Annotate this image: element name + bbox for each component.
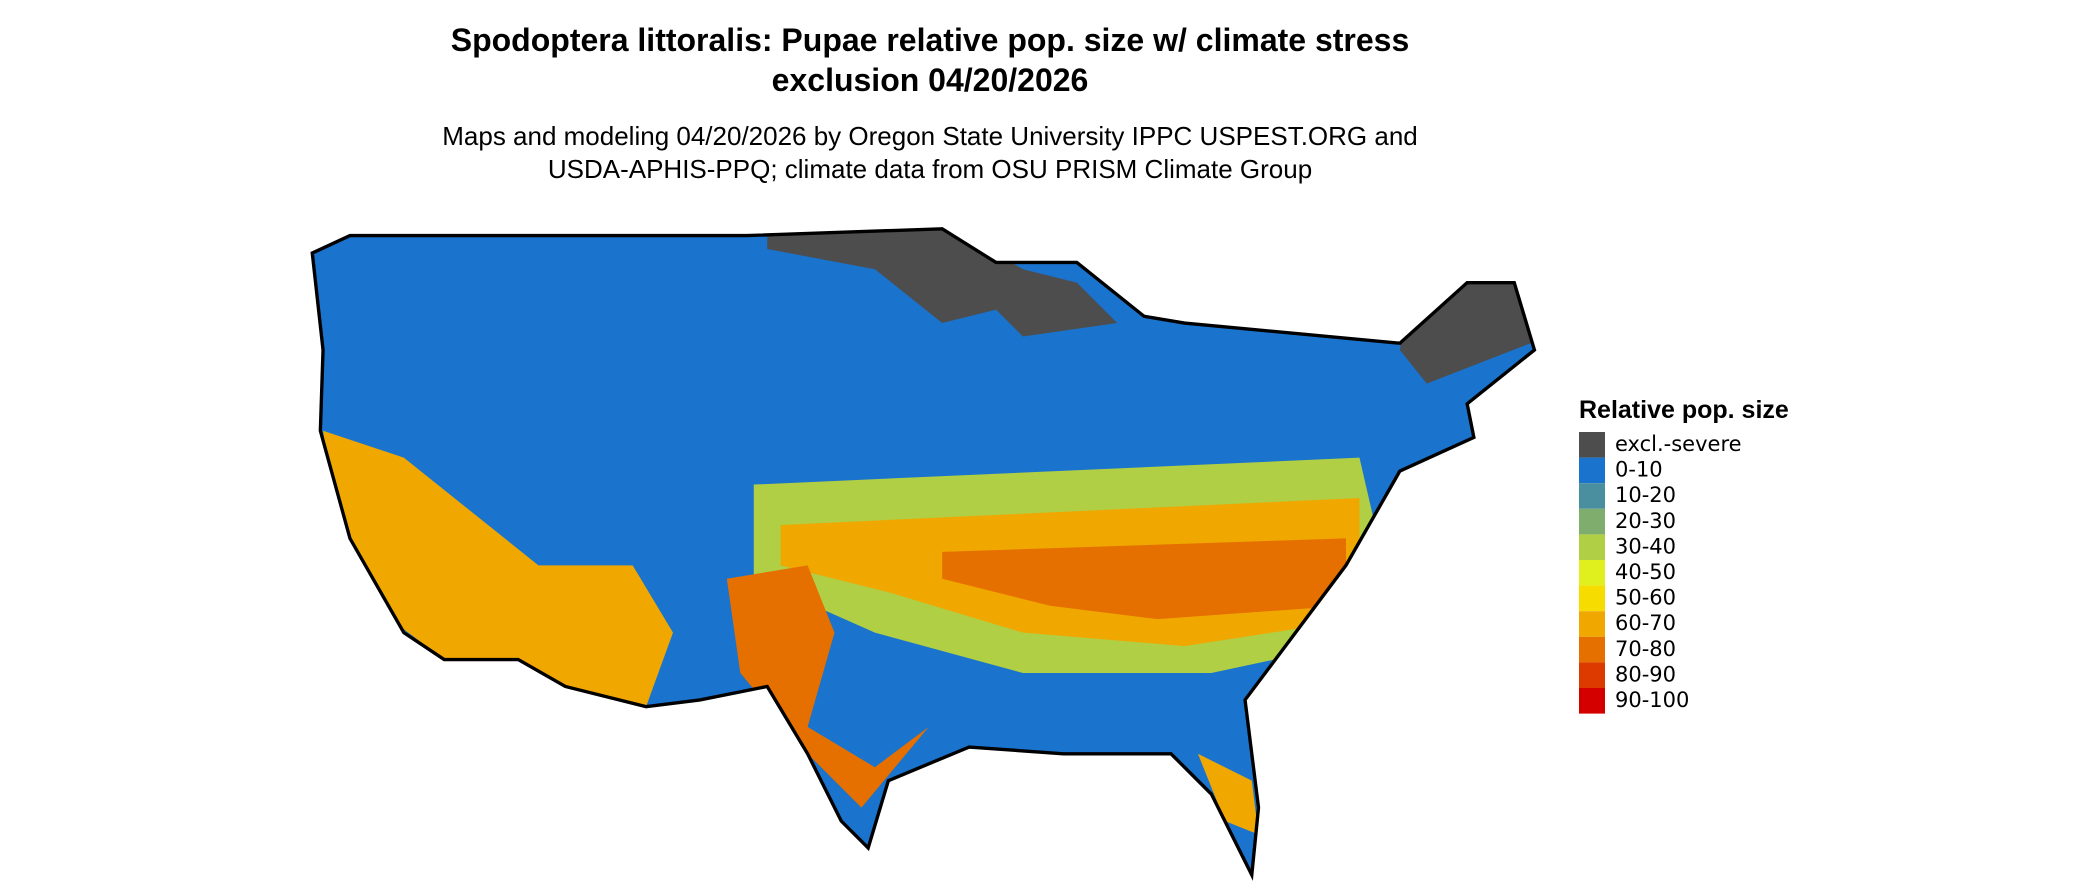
legend-label: 40-50 — [1615, 560, 1676, 584]
legend-swatch — [1579, 483, 1605, 509]
legend-label: 30-40 — [1615, 534, 1676, 558]
region — [323, 430, 673, 707]
region — [1197, 753, 1259, 835]
legend-swatch — [1579, 534, 1605, 560]
legend-label: 90-100 — [1615, 688, 1689, 712]
legend-title: Relative pop. size — [1579, 396, 1789, 424]
legend-label: excl.-severe — [1615, 432, 1742, 456]
region — [942, 538, 1346, 620]
legend-swatch — [1579, 560, 1605, 586]
legend-swatch — [1579, 688, 1605, 714]
subtitle: Maps and modeling 04/20/2026 by Oregon S… — [442, 121, 1418, 184]
legend-label: 20-30 — [1615, 509, 1676, 533]
subtitle-box: Maps and modeling 04/20/2026 by Oregon S… — [442, 121, 1418, 184]
title-box: Spodoptera littoralis: Pupae relative po… — [450, 22, 1410, 98]
map — [310, 227, 1537, 881]
legend-label: 80-90 — [1615, 662, 1676, 686]
legend-label: 50-60 — [1615, 586, 1676, 610]
country-border — [310, 227, 1537, 881]
region — [726, 565, 929, 808]
legend-label: 0-10 — [1615, 458, 1663, 482]
legend-swatch — [1579, 508, 1605, 535]
legend-swatch — [1579, 585, 1605, 612]
legend-swatch — [1579, 457, 1605, 484]
legend-swatch — [1579, 636, 1605, 663]
legend-swatch — [1579, 611, 1605, 637]
legend-label: 10-20 — [1615, 483, 1676, 507]
map-fill — [312, 228, 1535, 875]
legend-swatch — [1579, 662, 1605, 688]
legend-label: 70-80 — [1615, 637, 1676, 661]
title: Spodoptera littoralis: Pupae relative po… — [450, 22, 1410, 98]
excluded-region — [767, 228, 1118, 337]
legend: excl.-severe0-1010-2020-3030-4040-5050-6… — [1579, 432, 1742, 714]
legend-label: 60-70 — [1615, 611, 1676, 635]
legend-swatch — [1579, 432, 1605, 458]
